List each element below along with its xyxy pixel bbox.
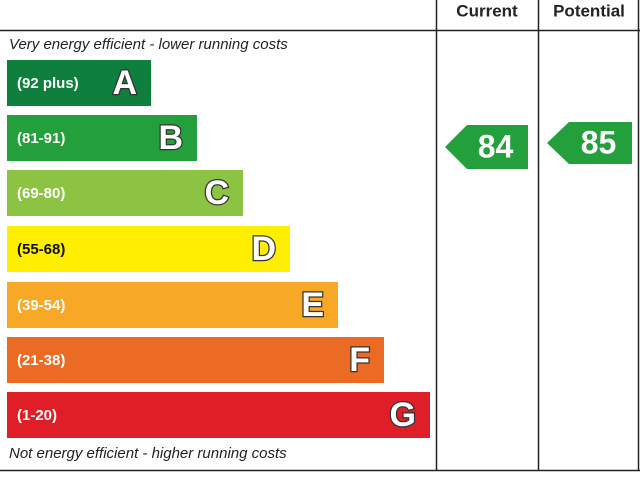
top-note: Very energy efficient - lower running co… (9, 36, 288, 53)
band-letter: G (390, 396, 416, 434)
band-range: (69-80) (17, 185, 65, 202)
band-range: (21-38) (17, 352, 65, 369)
band-letter: D (251, 230, 276, 268)
band-letter: F (349, 341, 370, 379)
band-letter: A (112, 64, 137, 102)
band-range: (55-68) (17, 241, 65, 258)
band-bar (7, 60, 151, 106)
band-bar (7, 115, 197, 161)
current-header: Current (456, 1, 518, 20)
band-bar (7, 170, 243, 216)
rating-value: 84 (478, 128, 514, 164)
rating-arrow (445, 125, 528, 169)
band-bar (7, 282, 338, 328)
band-letter: E (301, 286, 324, 324)
band-range: (1-20) (17, 407, 57, 424)
band-range: (39-54) (17, 297, 65, 314)
potential-header: Potential (553, 1, 625, 20)
rating-arrow (547, 122, 632, 164)
bottom-note: Not energy efficient - higher running co… (9, 445, 287, 462)
band-range: (92 plus) (17, 75, 79, 92)
band-letter: B (158, 119, 183, 157)
band-bar (7, 337, 384, 383)
band-letter: C (204, 174, 229, 212)
rating-value: 85 (581, 124, 617, 160)
band-range: (81-91) (17, 130, 65, 147)
band-bar (7, 226, 290, 272)
band-bar (7, 392, 430, 438)
